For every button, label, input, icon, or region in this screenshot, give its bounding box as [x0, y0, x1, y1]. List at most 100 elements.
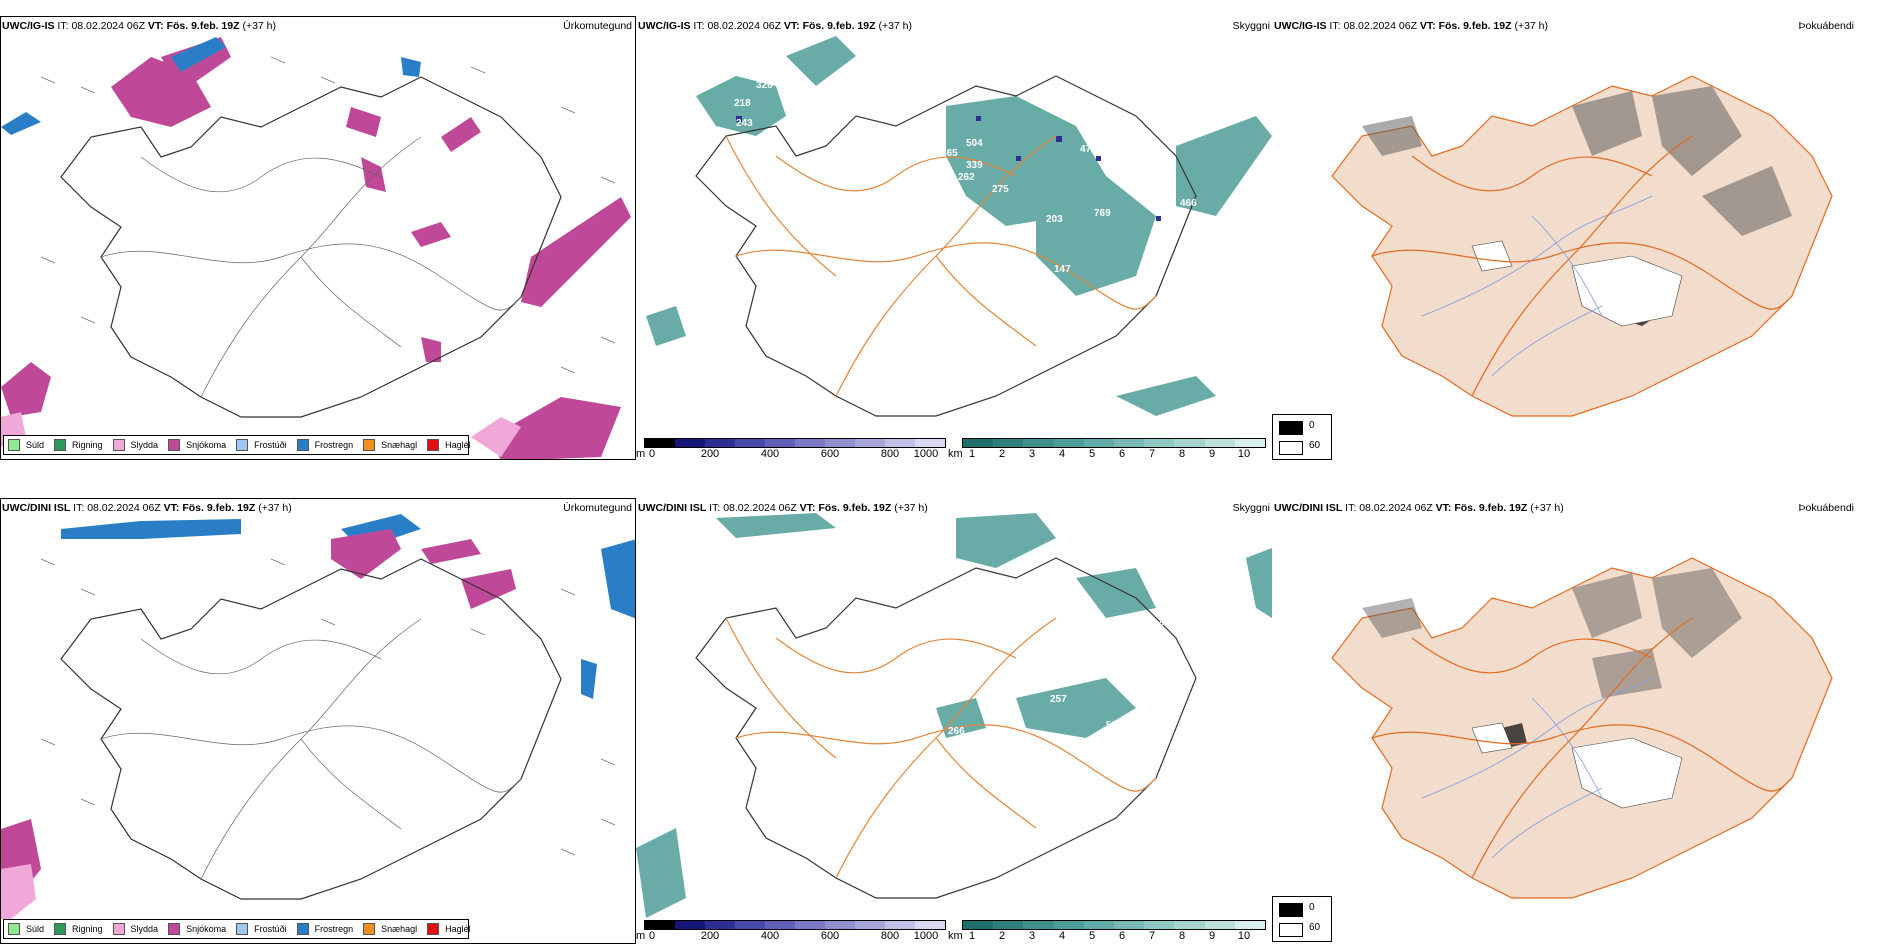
- legend-item-freezing-drizzle: Frostúði: [236, 439, 287, 451]
- legend-item-freezing-rain: Frostregn: [296, 439, 353, 451]
- panel-title: Skyggni: [1232, 20, 1270, 32]
- colorbar-step: [825, 439, 855, 447]
- precip-area-snow: [1, 529, 516, 899]
- fog-shading: [1362, 86, 1792, 236]
- colorbar-tick: 4: [1058, 930, 1066, 942]
- colorbar-step: [993, 439, 1024, 447]
- cloud-base-colorbar: m 0 200 400 600 800 1000: [636, 920, 946, 944]
- cloud-base-colorbar: m 0 200 400 600 800 1000: [636, 438, 946, 460]
- colorbar-step: [855, 921, 885, 929]
- roads-network: [1371, 617, 1793, 879]
- legend-item-freezing-drizzle: Frostúði: [236, 923, 287, 935]
- legend-swatch: [427, 439, 440, 451]
- colorbar-step: [675, 439, 705, 447]
- colorbar-step: [675, 921, 705, 929]
- colorbar-tick: 1000: [913, 448, 939, 460]
- wind-barbs: [40, 558, 616, 936]
- legend-item-snow-pellets: Snæhagl: [363, 439, 417, 451]
- colorbar-tick: 2: [998, 930, 1006, 942]
- cloud-base-colorbar-bar: [644, 920, 946, 930]
- iceland-coastline: [695, 75, 1197, 417]
- colorbar-step: [915, 921, 945, 929]
- cloud-base-labels: 552 656 257 266 316 53: [948, 620, 1165, 753]
- fog-legend-bottom: 0 60: [1272, 896, 1332, 942]
- colorbar-step: [1023, 439, 1054, 447]
- roads-network: [725, 135, 1157, 397]
- legend-swatch: [8, 439, 20, 451]
- cloud-base-label: 479: [1080, 144, 1097, 155]
- colorbar-tick: 0: [648, 448, 656, 460]
- visibility-panel-header-bottom: UWC/DINI ISL IT: 08.02.2024 06Z VT: Fös.…: [638, 502, 1270, 514]
- cloud-base-label: 316: [1116, 742, 1133, 753]
- legend-swatch: [296, 923, 309, 935]
- visibility-map: 552 656 257 266 316 53: [636, 513, 1272, 918]
- legend-swatch: [54, 439, 67, 451]
- cloud-base-label: 203: [1046, 214, 1063, 225]
- colorbar-tick: 7: [1148, 448, 1156, 460]
- fog-legend-swatch-bottom: [1279, 923, 1303, 937]
- colorbar-tick: 1000: [913, 930, 939, 942]
- colorbar-step: [885, 921, 915, 929]
- cloud-base-label: 154: [786, 92, 803, 103]
- legend-swatch: [236, 923, 249, 935]
- colorbar-step: [915, 439, 945, 447]
- colorbar-step: [1114, 439, 1145, 447]
- roads-network: [725, 617, 1157, 879]
- legend-item-drizzle: Súld: [8, 923, 44, 935]
- low-cloud-base-marks: [736, 116, 1161, 221]
- colorbar-step: [885, 439, 915, 447]
- cloud-base-label: 339: [966, 160, 983, 171]
- legend-swatch: [236, 439, 249, 451]
- colorbar-step: [1234, 439, 1266, 447]
- panel-title: Þokuábendi: [1798, 502, 1854, 514]
- cloud-base-labels: 326 154 218 243 504 365 275 262 339 479 …: [734, 80, 1197, 337]
- colorbar-tick: 6: [1118, 930, 1126, 942]
- fog-legend-swatch-bottom: [1279, 441, 1303, 455]
- rivers: [1421, 677, 1653, 859]
- visibility-map: 326 154 218 243 504 365 275 262 339 479 …: [646, 36, 1272, 417]
- colorbar-step: [993, 921, 1024, 929]
- cloud-base-label: 466: [1180, 198, 1197, 209]
- colorbar-tick: 1: [968, 930, 976, 942]
- colorbar-step: [855, 439, 885, 447]
- colorbar-step: [645, 921, 675, 929]
- roads-network: [100, 136, 522, 398]
- legend-item-snow: Snjókoma: [168, 439, 226, 451]
- colorbar-tick: 600: [820, 930, 840, 942]
- cloud-base-label: 769: [1094, 208, 1111, 219]
- colorbar-step: [1204, 439, 1235, 447]
- cloud-base-label: 218: [734, 98, 751, 109]
- fog-legend-swatch-top: [1279, 903, 1303, 917]
- colorbar-step: [825, 921, 855, 929]
- fog-panel-header-bottom: UWC/DINI ISL IT: 08.02.2024 06Z VT: Fös.…: [1274, 502, 1854, 514]
- colorbar-tick: 10: [1237, 930, 1251, 942]
- colorbar-step: [1083, 439, 1115, 447]
- colorbar-step: [1114, 921, 1145, 929]
- colorbar-step: [963, 921, 994, 929]
- wind-barbs: [40, 56, 616, 454]
- fog-legend-value-top: 0: [1309, 420, 1315, 431]
- colorbar-step: [795, 921, 825, 929]
- rivers: [1421, 195, 1653, 377]
- visibility-panel-top: 326 154 218 243 504 365 275 262 339 479 …: [636, 16, 1272, 460]
- legend-swatch: [427, 923, 440, 935]
- colorbar-tick: 3: [1028, 930, 1036, 942]
- cloud-base-colorbar-bar: [644, 438, 946, 448]
- colorbar-step: [1053, 921, 1084, 929]
- colorbar-step: [1204, 921, 1235, 929]
- precip-panel-header-bottom: UWC/DINI ISL IT: 08.02.2024 06Z VT: Fös.…: [2, 502, 632, 514]
- cloud-base-unit: m: [636, 930, 646, 942]
- colorbar-tick: 2: [998, 448, 1006, 460]
- colorbar-tick: 0: [648, 930, 656, 942]
- visibility-unit: km: [948, 448, 963, 460]
- legend-item-rain: Rigning: [54, 439, 103, 451]
- colorbar-step: [765, 439, 795, 447]
- cloud-base-label: 257: [1050, 694, 1067, 705]
- colorbar-tick: 9: [1208, 448, 1216, 460]
- colorbar-step: [1174, 921, 1205, 929]
- colorbar-step: [1023, 921, 1054, 929]
- low-visibility-areas: [636, 513, 1272, 918]
- colorbar-tick: 5: [1088, 448, 1096, 460]
- precip-area-sleet: [1, 864, 36, 919]
- colorbar-step: [735, 921, 765, 929]
